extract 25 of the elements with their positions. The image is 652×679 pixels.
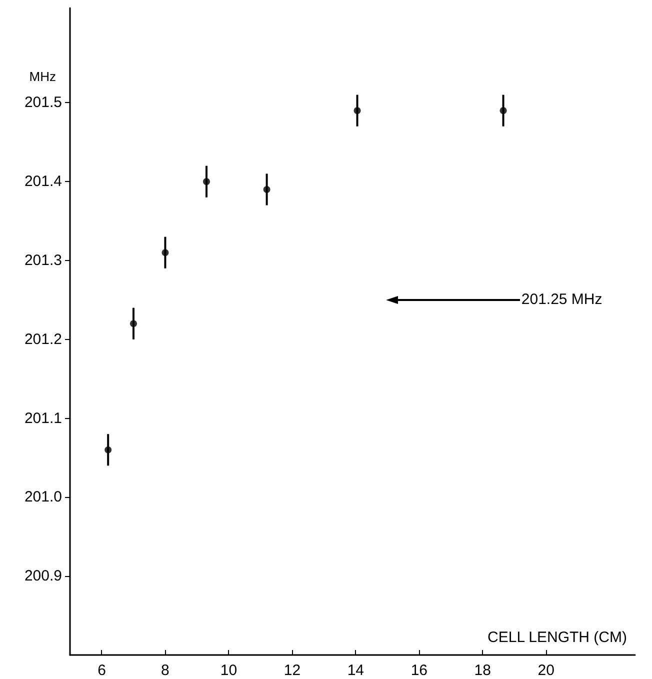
point (202, 178, 210, 186)
y-tick-label: 201.0 (24, 488, 62, 506)
x-tick-label: 20 (538, 662, 554, 679)
point (263, 186, 270, 193)
y-tick-label: 201.2 (24, 330, 62, 348)
point (500, 107, 507, 114)
x-tick-label: 18 (474, 662, 491, 679)
x-tick-label: 8 (161, 662, 170, 679)
x-tick-label: 6 (98, 662, 106, 679)
y-tick-label: 201.1 (24, 410, 62, 427)
x-tick-label: 10 (220, 662, 238, 679)
x-axis-title: CELL LENGTH (CM) (488, 629, 627, 646)
point (354, 107, 361, 114)
point (104, 446, 112, 454)
point (130, 320, 137, 328)
y-tick-label: 201.4 (24, 173, 62, 190)
y-tick-label: 201.3 (24, 252, 62, 269)
ref-line-label: 201.25 MHz (521, 290, 602, 309)
x-tick-label: 14 (347, 662, 364, 679)
y-tick-label: 200.9 (24, 568, 62, 585)
x-tick-label: 12 (284, 662, 301, 679)
y-axis-title: MHz (29, 69, 56, 84)
x-tick-label: 16 (410, 662, 428, 679)
point (162, 249, 169, 256)
y-tick-label: 201.5 (24, 94, 62, 112)
